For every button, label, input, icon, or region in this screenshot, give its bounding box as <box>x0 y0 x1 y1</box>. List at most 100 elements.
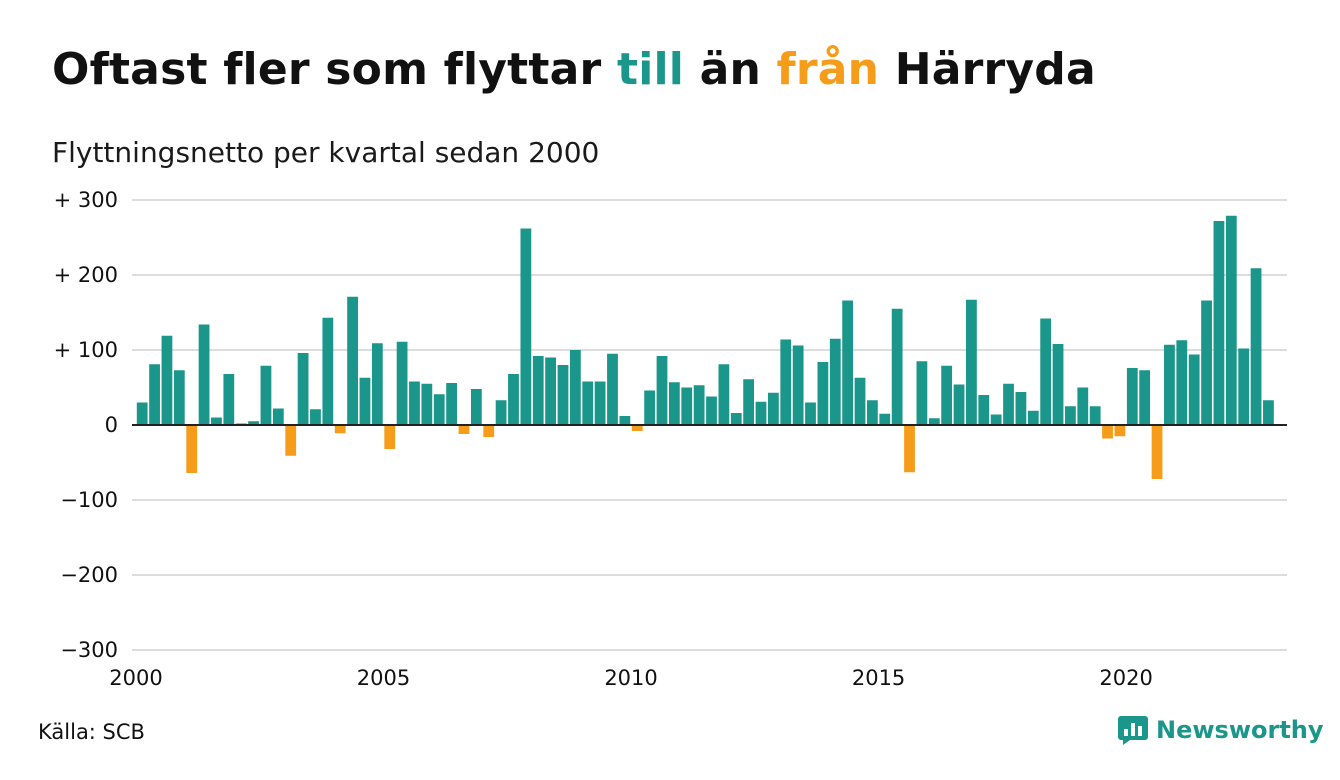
bar <box>149 364 160 425</box>
bar <box>532 356 544 425</box>
source-note: Källa: SCB <box>38 720 145 744</box>
bar <box>668 382 680 425</box>
title-part-3: från <box>776 44 880 95</box>
bar <box>396 341 408 425</box>
bar <box>1139 370 1151 425</box>
bar <box>966 299 977 425</box>
bar <box>1089 406 1101 425</box>
bar <box>260 365 272 425</box>
x-tick-label: 2010 <box>604 666 657 690</box>
bar <box>805 402 816 425</box>
bar <box>718 364 730 425</box>
brand-name: Newsworthy <box>1156 716 1324 744</box>
bar <box>792 345 804 425</box>
bar <box>495 400 507 425</box>
bar <box>569 350 581 425</box>
title-part-4: Härryda <box>879 44 1096 95</box>
bar <box>953 384 965 425</box>
y-tick-label: + 300 <box>54 188 118 212</box>
bar <box>1188 354 1200 425</box>
y-tick-label: −300 <box>60 638 118 662</box>
y-tick-label: −100 <box>60 488 118 512</box>
bar <box>1102 425 1113 439</box>
icon-bar-1 <box>1124 729 1128 736</box>
bar <box>755 401 767 425</box>
bar <box>607 353 618 425</box>
bar <box>631 425 643 431</box>
x-tick-label: 2015 <box>852 666 905 690</box>
bar <box>173 370 185 425</box>
bar <box>334 425 346 434</box>
bar <box>421 383 433 425</box>
bar <box>458 425 470 434</box>
bar <box>446 383 457 425</box>
bar <box>1040 318 1052 425</box>
y-tick-label: + 100 <box>54 338 118 362</box>
bar <box>161 335 173 425</box>
bar <box>483 425 495 437</box>
bar <box>297 353 309 425</box>
x-tick-label: 2005 <box>357 666 410 690</box>
bar <box>891 308 903 425</box>
bar <box>693 385 705 425</box>
bar <box>842 300 854 425</box>
bar <box>384 425 396 449</box>
y-tick-label: 0 <box>105 413 118 437</box>
bar <box>780 339 792 425</box>
bar <box>743 379 755 425</box>
bar <box>656 356 668 425</box>
bar <box>817 362 829 425</box>
bar <box>1250 268 1262 425</box>
bar <box>1027 410 1039 425</box>
bar-chart-speech-icon <box>1118 716 1148 745</box>
bar <box>1201 300 1212 425</box>
bar <box>594 381 606 425</box>
bar <box>619 416 631 425</box>
bar <box>347 296 358 425</box>
bar <box>285 425 297 456</box>
bar <box>211 417 222 425</box>
bar <box>186 425 198 473</box>
bar <box>1263 400 1274 425</box>
bar <box>470 389 482 425</box>
bar <box>371 343 383 425</box>
bar <box>1225 215 1237 425</box>
bar <box>1213 221 1225 425</box>
title-part-1: till <box>616 44 685 95</box>
bar <box>545 357 556 425</box>
bar <box>1151 425 1163 479</box>
bar <box>1003 383 1014 425</box>
bar <box>978 395 990 425</box>
chart-subtitle: Flyttningsnetto per kvartal sedan 2000 <box>52 136 600 169</box>
bar <box>322 317 334 425</box>
bar <box>854 377 866 425</box>
bar <box>681 387 693 425</box>
title-part-2: än <box>684 44 777 95</box>
bar <box>1126 368 1138 425</box>
y-tick-label: + 200 <box>54 263 118 287</box>
bar <box>916 361 928 425</box>
title-part-0: Oftast fler som flyttar <box>52 44 617 95</box>
bar <box>248 421 259 425</box>
brand-logo: Newsworthy <box>1118 714 1324 746</box>
bar <box>1238 348 1250 425</box>
bar <box>941 365 953 425</box>
bar <box>582 381 594 425</box>
icon-bar-3 <box>1138 726 1142 736</box>
bar <box>867 400 878 425</box>
bar <box>520 228 532 425</box>
chart-title: Oftast fler som flyttar till än från Här… <box>52 44 1096 95</box>
bar <box>1052 344 1064 425</box>
bar <box>272 408 284 425</box>
bar <box>359 377 371 425</box>
bar <box>879 413 891 425</box>
bars <box>136 215 1274 479</box>
x-tick-label: 2020 <box>1099 666 1152 690</box>
bar <box>1164 344 1175 425</box>
bar <box>310 409 321 425</box>
bar <box>1114 425 1126 437</box>
bar <box>1065 406 1076 425</box>
bar <box>136 402 148 425</box>
bar <box>1176 340 1188 425</box>
bar <box>1015 392 1027 425</box>
